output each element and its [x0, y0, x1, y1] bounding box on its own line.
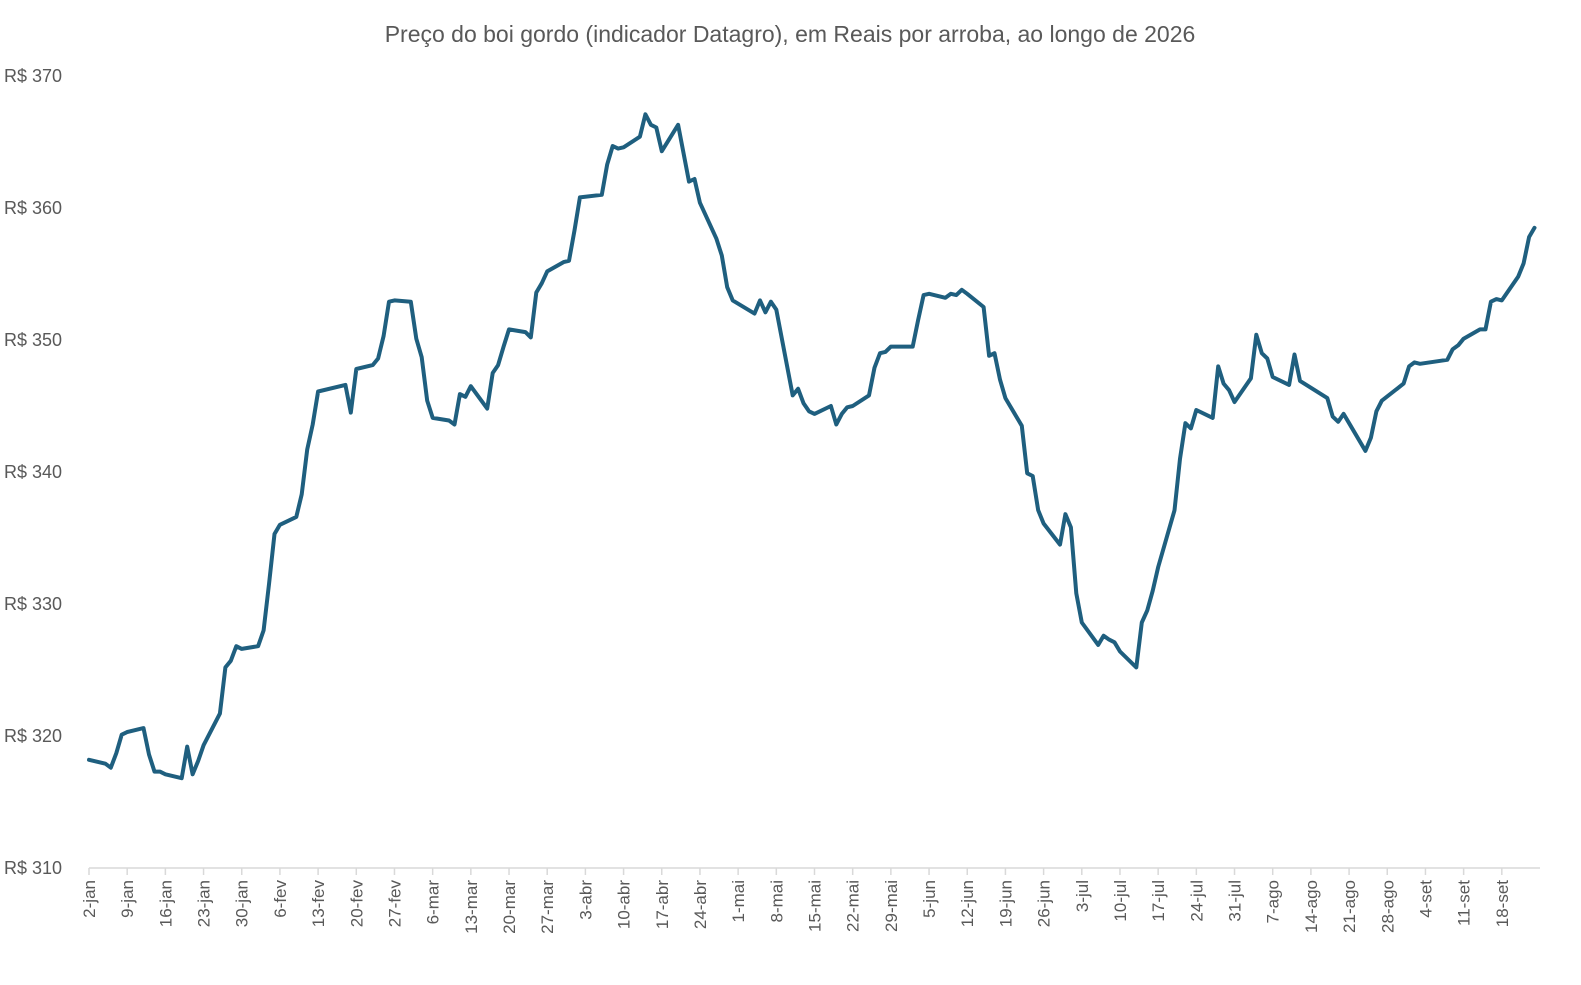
x-tick-label: 6-mar: [424, 880, 443, 925]
y-axis: R$ 310 R$ 320 R$ 330 R$ 340 R$ 350 R$ 360 R$ 3…: [4, 66, 62, 878]
x-tick-label: 24-abr: [691, 880, 710, 929]
x-tick-label: 18-set: [1493, 880, 1512, 928]
x-tick-label: 28-ago: [1378, 880, 1397, 933]
x-tick-label: 3-abr: [576, 880, 595, 920]
x-tick-label: 23-jan: [195, 880, 214, 927]
x-tick-label: 12-jun: [958, 880, 977, 927]
y-tick-label: R$ 370: [4, 66, 62, 86]
x-tick-label: 9-jan: [118, 880, 137, 918]
x-tick-label: 29-mai: [882, 880, 901, 932]
y-tick-label: R$ 330: [4, 594, 62, 614]
x-tick-label: 10-jul: [1111, 880, 1130, 922]
x-tick-label: 11-set: [1455, 880, 1474, 926]
x-tick-label: 26-jun: [1035, 880, 1054, 927]
x-tick-label: 27-fev: [385, 880, 404, 928]
x-tick-label: 16-jan: [156, 880, 175, 927]
x-tick-label: 13-mar: [462, 880, 481, 934]
y-tick-label: R$ 340: [4, 462, 62, 482]
x-tick-label: 15-mai: [806, 880, 825, 932]
x-tick-label: 24-jul: [1187, 880, 1206, 922]
x-tick-label: 21-ago: [1340, 880, 1359, 933]
x-tick-label: 4-set: [1416, 880, 1435, 918]
x-tick-label: 17-abr: [653, 880, 672, 929]
x-axis: 2-jan 9-jan 16-jan 23-jan 30-jan 6-fev 13-fev 2…: [80, 868, 1512, 934]
y-tick-label: R$ 320: [4, 726, 62, 746]
x-tick-label: 13-fev: [309, 880, 328, 928]
chart-title: Preço do boi gordo (indicador Datagro), …: [385, 21, 1196, 47]
series-line: [87, 112, 1537, 781]
x-tick-label: 27-mar: [538, 880, 557, 934]
x-tick-label: 2-jan: [80, 880, 99, 918]
x-tick-label: 5-jun: [920, 880, 939, 918]
y-tick-label: R$ 310: [4, 858, 62, 878]
x-tick-label: 1-mai: [729, 880, 748, 923]
x-tick-label: 31-jul: [1226, 880, 1245, 922]
x-tick-label: 19-jun: [996, 880, 1015, 927]
x-tick-label: 7-ago: [1264, 880, 1283, 923]
x-tick-label: 14-ago: [1302, 880, 1321, 933]
y-tick-label: R$ 360: [4, 198, 62, 218]
y-tick-label: R$ 350: [4, 330, 62, 350]
x-tick-label: 20-fev: [347, 880, 366, 928]
x-tick-label: 10-abr: [615, 880, 634, 929]
x-tick-label: 8-mai: [767, 880, 786, 923]
x-tick-label: 20-mar: [500, 880, 519, 934]
x-tick-label: 22-mai: [844, 880, 863, 932]
x-tick-label: 6-fev: [271, 880, 290, 918]
x-tick-label: 3-jul: [1073, 880, 1092, 912]
x-tick-label: 17-jul: [1149, 880, 1168, 922]
x-tick-label: 30-jan: [233, 880, 252, 927]
